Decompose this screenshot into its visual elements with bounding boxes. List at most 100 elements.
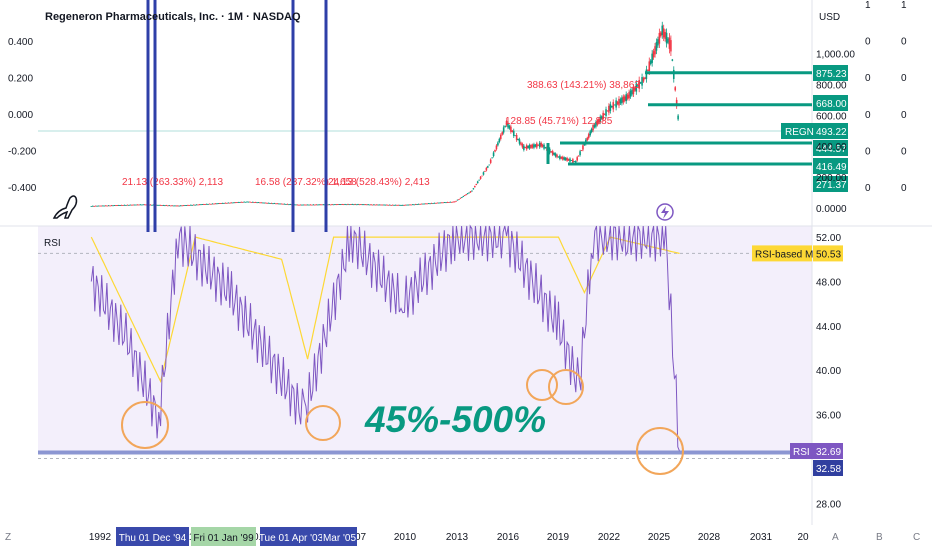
price-candle (511, 130, 514, 132)
measure-annotation: 388.63 (143.21%) 38,863 (527, 80, 640, 91)
price-candle (240, 201, 243, 203)
price-candle (286, 203, 289, 205)
price-candle (376, 204, 378, 206)
price-candle (151, 204, 153, 206)
price-candle (339, 204, 342, 206)
price-candle (226, 202, 228, 204)
price-candle (498, 138, 501, 143)
price-candle (518, 139, 521, 144)
price-candle (246, 201, 248, 203)
price-candle (523, 145, 525, 150)
price-candle (179, 205, 182, 207)
price-candle (489, 159, 492, 163)
price-candle (481, 175, 483, 177)
price-candle (282, 203, 284, 205)
price-candle (169, 205, 172, 207)
price-candle (623, 96, 626, 101)
price-candle (332, 204, 335, 206)
price-candle (567, 159, 570, 161)
price-candle (482, 172, 485, 175)
price-candle (117, 205, 120, 206)
price-candle (314, 204, 316, 206)
price-candle (221, 202, 224, 204)
price-candle (462, 196, 465, 197)
price-candle (94, 205, 97, 207)
rsi-axis-tick: 52.00 (816, 233, 841, 244)
price-candle (538, 142, 541, 148)
price-candle (249, 201, 251, 203)
price-candle (514, 135, 516, 137)
price-candle (156, 204, 159, 206)
price-candle (419, 203, 421, 205)
price-candle (357, 204, 359, 205)
price-candle (609, 104, 612, 111)
price-candle (158, 204, 160, 206)
price-candle (312, 204, 315, 206)
price-candle (97, 205, 100, 207)
price-candle (197, 204, 199, 206)
price-candle (520, 142, 522, 145)
price-label-box (813, 123, 848, 139)
price-candle (168, 205, 170, 207)
price-candle (253, 202, 256, 204)
x-axis-tick: 2022 (598, 532, 621, 543)
price-candle (590, 128, 593, 133)
price-candle (570, 160, 573, 162)
price-candle (174, 205, 176, 207)
price-candle (510, 126, 512, 132)
price-candle (639, 82, 642, 84)
price-candle (417, 203, 420, 205)
price-candle (388, 204, 391, 206)
price-candle (106, 205, 109, 207)
price-candle (201, 204, 204, 205)
price-candle (166, 205, 169, 207)
left-axis-tick: 0.200 (8, 74, 33, 85)
price-candle (373, 204, 375, 206)
price-candle (204, 204, 207, 205)
lightning-icon[interactable] (656, 203, 674, 221)
price-candle (234, 202, 237, 204)
price-candle (422, 203, 424, 205)
price-candle (660, 32, 662, 37)
x-axis-tick: 2013 (446, 532, 469, 543)
price-candle (143, 204, 146, 206)
price-candle (595, 121, 597, 127)
price-candle (224, 202, 227, 204)
price-candle (425, 203, 427, 205)
bottom-left-z[interactable]: Z (5, 532, 11, 543)
price-candle (449, 201, 452, 203)
price-candle (102, 205, 104, 207)
x-axis-tick: 2028 (698, 532, 721, 543)
price-candle (485, 167, 488, 171)
price-candle (430, 203, 433, 204)
price-candle (377, 204, 380, 206)
price-candle (321, 204, 323, 206)
price-candle (399, 204, 401, 206)
price-candle (217, 203, 220, 205)
price-candle (295, 204, 297, 206)
price-candle (674, 87, 677, 91)
price-candle (426, 203, 429, 205)
x-axis-tick: 2019 (547, 532, 570, 543)
price-candle (289, 204, 292, 205)
price-candle (331, 204, 333, 206)
price-candle (599, 116, 602, 122)
price-candle (634, 87, 636, 91)
price-candle (191, 204, 194, 206)
price-candle (164, 205, 166, 207)
rsi-low-circle (636, 427, 684, 475)
price-candle (455, 200, 457, 202)
price-candle (512, 130, 515, 136)
price-candle (499, 134, 502, 139)
price-candle (579, 151, 581, 156)
price-candle (502, 127, 505, 133)
price-candle (619, 99, 622, 104)
price-candle (494, 149, 496, 152)
price-candle (319, 204, 322, 206)
price-candle (394, 204, 397, 206)
price-candle (136, 204, 139, 206)
price-candle (208, 203, 211, 205)
measure-annotation: 16.58 (287.32%) 1,658 (255, 177, 357, 188)
price-candle (99, 205, 101, 207)
